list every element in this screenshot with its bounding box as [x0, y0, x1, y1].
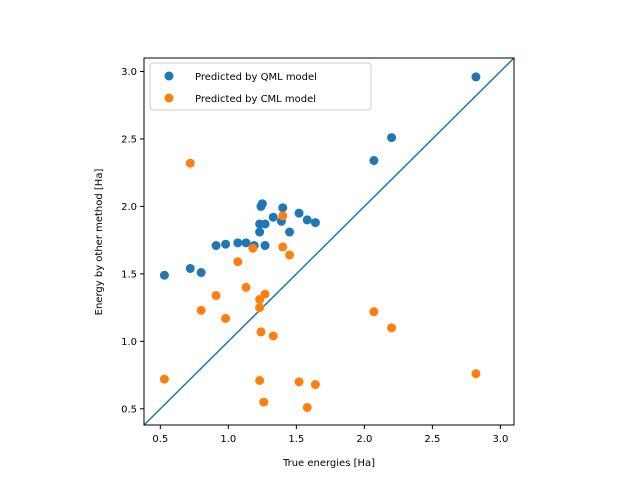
x-axis: 0.5 1.0 1.5 2.0 2.5 3.0 — [152, 425, 508, 445]
qml-data-point — [196, 268, 206, 278]
y-tick-label: 2.0 — [121, 202, 137, 213]
plot-area — [144, 58, 514, 425]
y-tick-label: 1.0 — [121, 337, 137, 348]
cml-data-point — [256, 327, 266, 337]
qml-data-point — [260, 241, 270, 251]
cml-data-point — [211, 290, 221, 300]
legend: Predicted by QML model Predicted by CML … — [149, 62, 372, 111]
cml-data-point — [471, 369, 481, 379]
cml-data-point — [294, 377, 304, 387]
cml-data-point — [221, 313, 231, 323]
y-tick-label: 3.0 — [121, 67, 137, 78]
cml-data-point — [387, 323, 397, 333]
qml-data-point — [310, 218, 320, 228]
plot-frame — [143, 57, 515, 426]
data-points — [159, 72, 481, 412]
x-tick-label: 2.0 — [356, 434, 372, 445]
cml-data-point — [248, 243, 258, 253]
qml-data-point — [302, 215, 312, 225]
cml-data-point — [310, 380, 320, 390]
y-axis: 0.5 1.0 1.5 2.0 2.5 3.0 — [121, 67, 144, 415]
qml-data-point — [278, 203, 288, 213]
cml-data-point — [159, 374, 169, 384]
x-tick-label: 0.5 — [152, 434, 168, 445]
legend-marker-qml — [164, 71, 174, 81]
y-tick-label: 1.5 — [121, 269, 137, 280]
legend-marker-cml — [164, 93, 174, 103]
x-tick-label: 1.5 — [288, 434, 304, 445]
qml-data-point — [471, 72, 481, 82]
cml-data-point — [233, 257, 243, 267]
cml-data-point — [196, 305, 206, 315]
identity-reference-line — [144, 58, 514, 425]
qml-data-point — [387, 133, 397, 143]
qml-data-point — [221, 239, 231, 249]
cml-data-point — [302, 402, 312, 412]
qml-data-point — [255, 227, 265, 237]
cml-data-point — [255, 303, 265, 313]
x-tick-label: 2.5 — [424, 434, 440, 445]
qml-data-point — [294, 208, 304, 218]
cml-data-point — [278, 242, 288, 252]
qml-data-point — [185, 263, 195, 273]
qml-data-point — [211, 241, 221, 251]
qml-data-point — [260, 219, 270, 229]
cml-data-point — [259, 397, 269, 407]
cml-data-point — [369, 307, 379, 317]
x-axis-title: True energies [Ha] — [282, 458, 375, 469]
qml-data-point — [159, 270, 169, 280]
qml-data-point — [285, 227, 295, 237]
y-tick-label: 0.5 — [121, 404, 137, 415]
qml-data-point — [268, 212, 278, 222]
qml-data-point — [233, 238, 243, 248]
legend-label-qml: Predicted by QML model — [195, 72, 317, 83]
x-tick-label: 1.0 — [220, 434, 236, 445]
qml-data-point — [257, 199, 267, 209]
cml-data-point — [268, 331, 278, 341]
y-tick-label: 2.5 — [121, 134, 137, 145]
legend-box — [149, 62, 372, 111]
cml-data-point — [255, 375, 265, 385]
cml-data-point — [260, 289, 270, 299]
y-axis-title: Energy by other method [Ha] — [94, 169, 105, 316]
legend-label-cml: Predicted by CML model — [195, 94, 316, 105]
qml-data-point — [241, 238, 251, 248]
cml-data-point — [185, 158, 195, 168]
cml-data-point — [278, 211, 288, 221]
cml-data-point — [285, 250, 295, 260]
cml-data-point — [241, 282, 251, 292]
qml-data-point — [369, 156, 379, 166]
x-tick-label: 3.0 — [492, 434, 508, 445]
